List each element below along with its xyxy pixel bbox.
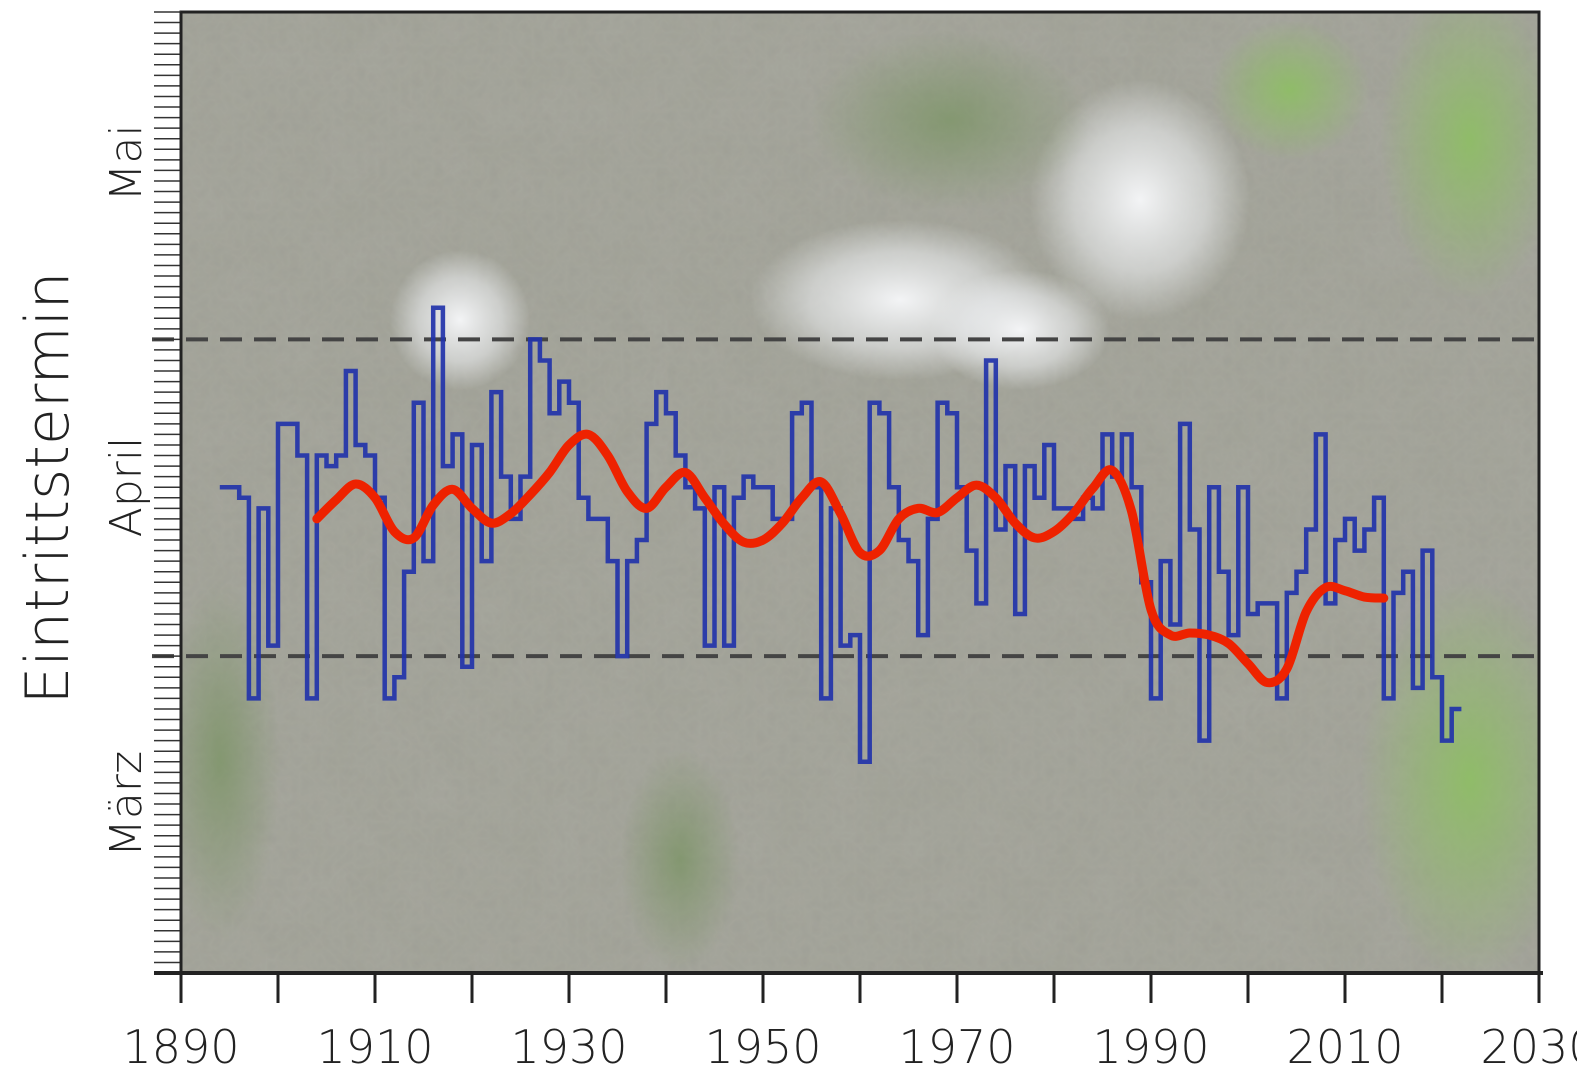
smoothed-trend-line (312, 429, 1389, 688)
axes: 1890 1910 1930 1950 1970 1990 2010 2030 Mai April… (101, 10, 1577, 1074)
x-tick-label: 2030 (1480, 1020, 1577, 1074)
x-tick-label: 1990 (1092, 1020, 1209, 1074)
y-axis-title: Eintrittstermin (13, 272, 83, 705)
x-tick-label: 1890 (122, 1020, 239, 1074)
month-label-april: April (101, 437, 152, 538)
month-label-mrz: März (101, 751, 152, 857)
x-tick-label: 1910 (316, 1020, 433, 1074)
month-label-mai: Mai (101, 124, 152, 201)
x-tick-label: 2010 (1286, 1020, 1403, 1074)
data-series (219, 305, 1462, 765)
x-tick-label: 1950 (704, 1020, 821, 1074)
forest-photo-background (181, 12, 1539, 973)
x-tick-label: 1970 (898, 1020, 1015, 1074)
annual-date-step-line (219, 305, 1462, 765)
x-tick-label: 1930 (510, 1020, 627, 1074)
reference-lines (152, 337, 1537, 659)
